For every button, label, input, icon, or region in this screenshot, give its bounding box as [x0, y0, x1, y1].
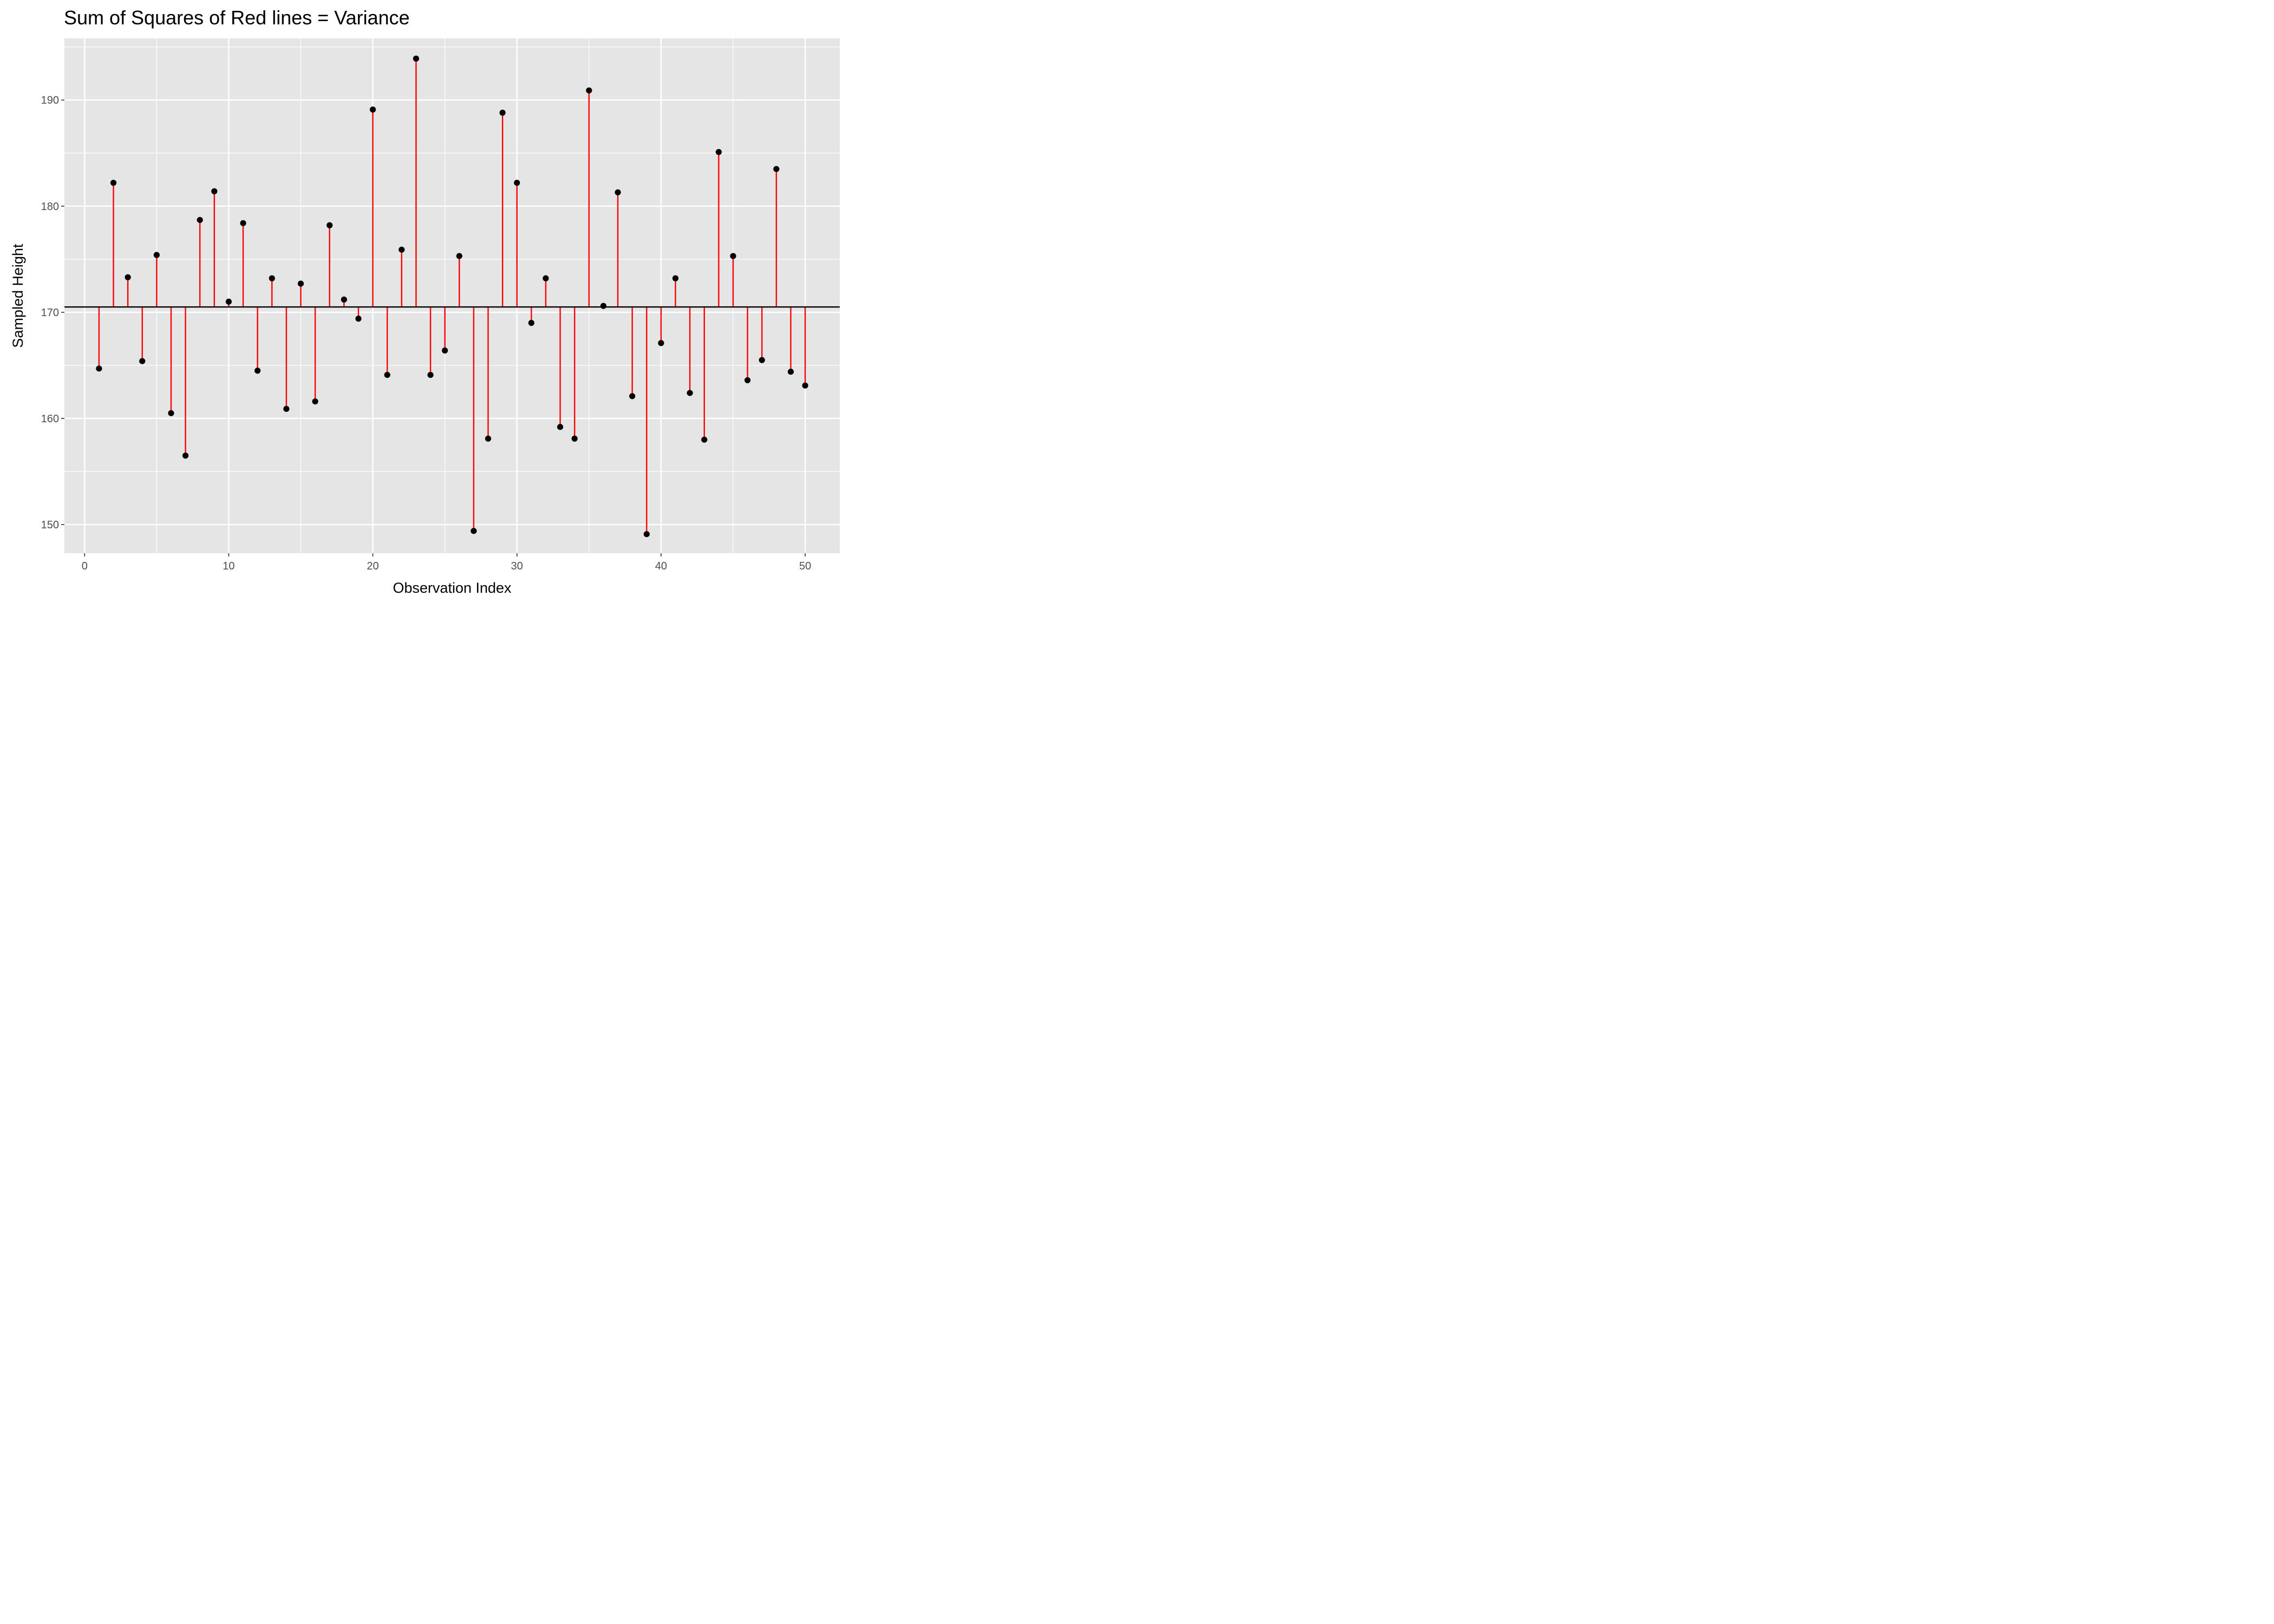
- data-point: [687, 390, 693, 396]
- x-axis: 0 10 20 30 40 50: [82, 553, 811, 572]
- data-point: [442, 347, 448, 354]
- data-point: [398, 246, 405, 253]
- y-tick-label: 190: [41, 95, 59, 107]
- data-point: [456, 253, 462, 259]
- data-point: [211, 188, 218, 194]
- data-point: [326, 222, 333, 228]
- data-point: [600, 303, 607, 309]
- data-point: [773, 166, 780, 172]
- data-point: [341, 296, 347, 303]
- chart-title: Sum of Squares of Red lines = Variance: [64, 6, 410, 29]
- data-point: [370, 106, 376, 113]
- data-point: [197, 217, 203, 223]
- data-point: [571, 435, 578, 442]
- data-point: [240, 220, 246, 226]
- data-point: [153, 252, 160, 258]
- data-point: [110, 180, 117, 186]
- data-point: [139, 358, 146, 364]
- data-point: [557, 424, 564, 430]
- data-point: [355, 316, 362, 322]
- data-point: [643, 531, 650, 538]
- data-point: [269, 275, 275, 281]
- y-tick-label: 150: [41, 519, 59, 531]
- data-point: [225, 298, 232, 305]
- y-tick-label: 160: [41, 413, 59, 425]
- data-point: [96, 365, 102, 372]
- data-point: [715, 149, 722, 155]
- data-point: [471, 528, 477, 534]
- y-tick-label: 170: [41, 307, 59, 319]
- data-point: [615, 189, 621, 195]
- data-point: [427, 371, 434, 378]
- x-tick-label: 10: [223, 560, 234, 572]
- data-point: [672, 275, 679, 281]
- x-tick-label: 0: [82, 560, 88, 572]
- data-point: [759, 357, 765, 363]
- x-tick-label: 30: [511, 560, 523, 572]
- data-point: [485, 435, 492, 442]
- x-tick-label: 50: [799, 560, 811, 572]
- residual-lines: [98, 58, 806, 534]
- data-point: [528, 319, 534, 326]
- data-points: [96, 55, 808, 538]
- data-point: [312, 398, 318, 405]
- data-point: [730, 253, 736, 259]
- data-point: [254, 368, 261, 374]
- data-point: [297, 280, 304, 287]
- chart-area: 0 10 20 30 40 50 150 160 170 180 190 Observation …: [10, 38, 840, 596]
- data-point: [543, 275, 549, 281]
- data-point: [629, 393, 636, 400]
- y-axis: 150 160 170 180 190: [41, 95, 64, 531]
- x-tick-label: 20: [367, 560, 378, 572]
- data-point: [514, 180, 520, 186]
- data-point: [168, 410, 174, 416]
- data-point: [586, 87, 592, 94]
- data-point: [802, 382, 808, 389]
- data-point: [182, 453, 189, 459]
- data-point: [413, 55, 420, 62]
- data-point: [384, 371, 390, 378]
- data-point: [499, 109, 506, 116]
- y-axis-title: Sampled Height: [10, 244, 26, 348]
- data-point: [283, 405, 290, 412]
- plot-panel: [64, 38, 840, 553]
- data-point: [744, 377, 751, 383]
- data-point: [658, 340, 664, 346]
- data-point: [701, 436, 708, 443]
- x-tick-label: 40: [655, 560, 667, 572]
- data-point: [787, 369, 794, 375]
- data-point: [125, 274, 131, 280]
- x-axis-title: Observation Index: [393, 580, 512, 596]
- y-tick-label: 180: [41, 201, 59, 213]
